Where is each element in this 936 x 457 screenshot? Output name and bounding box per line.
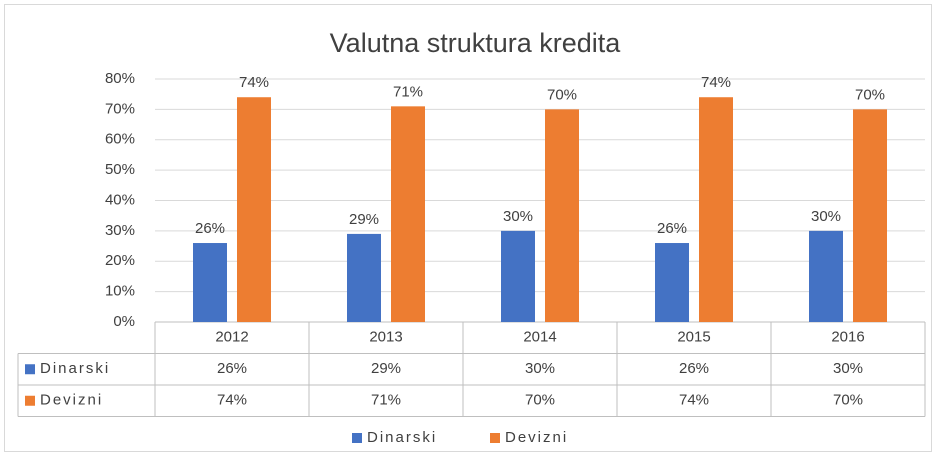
bar: [655, 243, 689, 322]
table-row-label: Devizni: [40, 392, 103, 409]
chart-title: Valutna struktura kredita: [330, 28, 622, 58]
y-tick-label: 30%: [105, 222, 135, 239]
x-tick-label: 2012: [215, 329, 248, 346]
legend-key: [490, 433, 500, 443]
table-cell: 26%: [217, 360, 247, 377]
y-tick-label: 0%: [113, 313, 135, 330]
table-cell: 29%: [371, 360, 401, 377]
y-tick-label: 50%: [105, 161, 135, 178]
y-tick-label: 70%: [105, 100, 135, 117]
bar: [853, 109, 887, 322]
data-label: 29%: [349, 211, 379, 228]
legend-label: Devizni: [505, 429, 568, 446]
data-label: 70%: [547, 86, 577, 103]
x-tick-label: 2016: [831, 329, 864, 346]
bar: [347, 233, 381, 322]
bar: [193, 243, 227, 322]
chart-border: [4, 4, 932, 452]
table-cell: 30%: [525, 360, 555, 377]
y-tick-label: 40%: [105, 191, 135, 208]
y-tick-label: 60%: [105, 131, 135, 148]
y-tick-label: 10%: [105, 283, 135, 300]
bar: [699, 97, 733, 322]
x-tick-label: 2013: [369, 329, 402, 346]
bar: [501, 230, 535, 322]
y-tick-label: 20%: [105, 252, 135, 269]
data-label: 30%: [811, 208, 841, 225]
table-legend-key: [25, 395, 35, 406]
table-row-label: Dinarski: [40, 360, 110, 377]
bar: [391, 106, 425, 323]
data-label: 26%: [657, 220, 687, 237]
table-cell: 70%: [525, 392, 555, 409]
data-label: 74%: [701, 74, 731, 91]
table-cell: 74%: [679, 392, 709, 409]
table-cell: 74%: [217, 392, 247, 409]
bar: [809, 230, 843, 322]
table-cell: 30%: [833, 360, 863, 377]
data-label: 70%: [855, 86, 885, 103]
table-cell: 26%: [679, 360, 709, 377]
bar: [545, 109, 579, 322]
table-cell: 70%: [833, 392, 863, 409]
x-tick-label: 2015: [677, 329, 710, 346]
x-tick-label: 2014: [523, 329, 556, 346]
legend-label: Dinarski: [367, 429, 437, 446]
table-cell: 71%: [371, 392, 401, 409]
y-tick-label: 80%: [105, 70, 135, 87]
data-label: 26%: [195, 220, 225, 237]
data-label: 30%: [503, 208, 533, 225]
legend-key: [352, 433, 362, 443]
table-legend-key: [25, 364, 35, 375]
bar: [237, 97, 271, 322]
data-label: 71%: [393, 83, 423, 100]
data-label: 74%: [239, 74, 269, 91]
